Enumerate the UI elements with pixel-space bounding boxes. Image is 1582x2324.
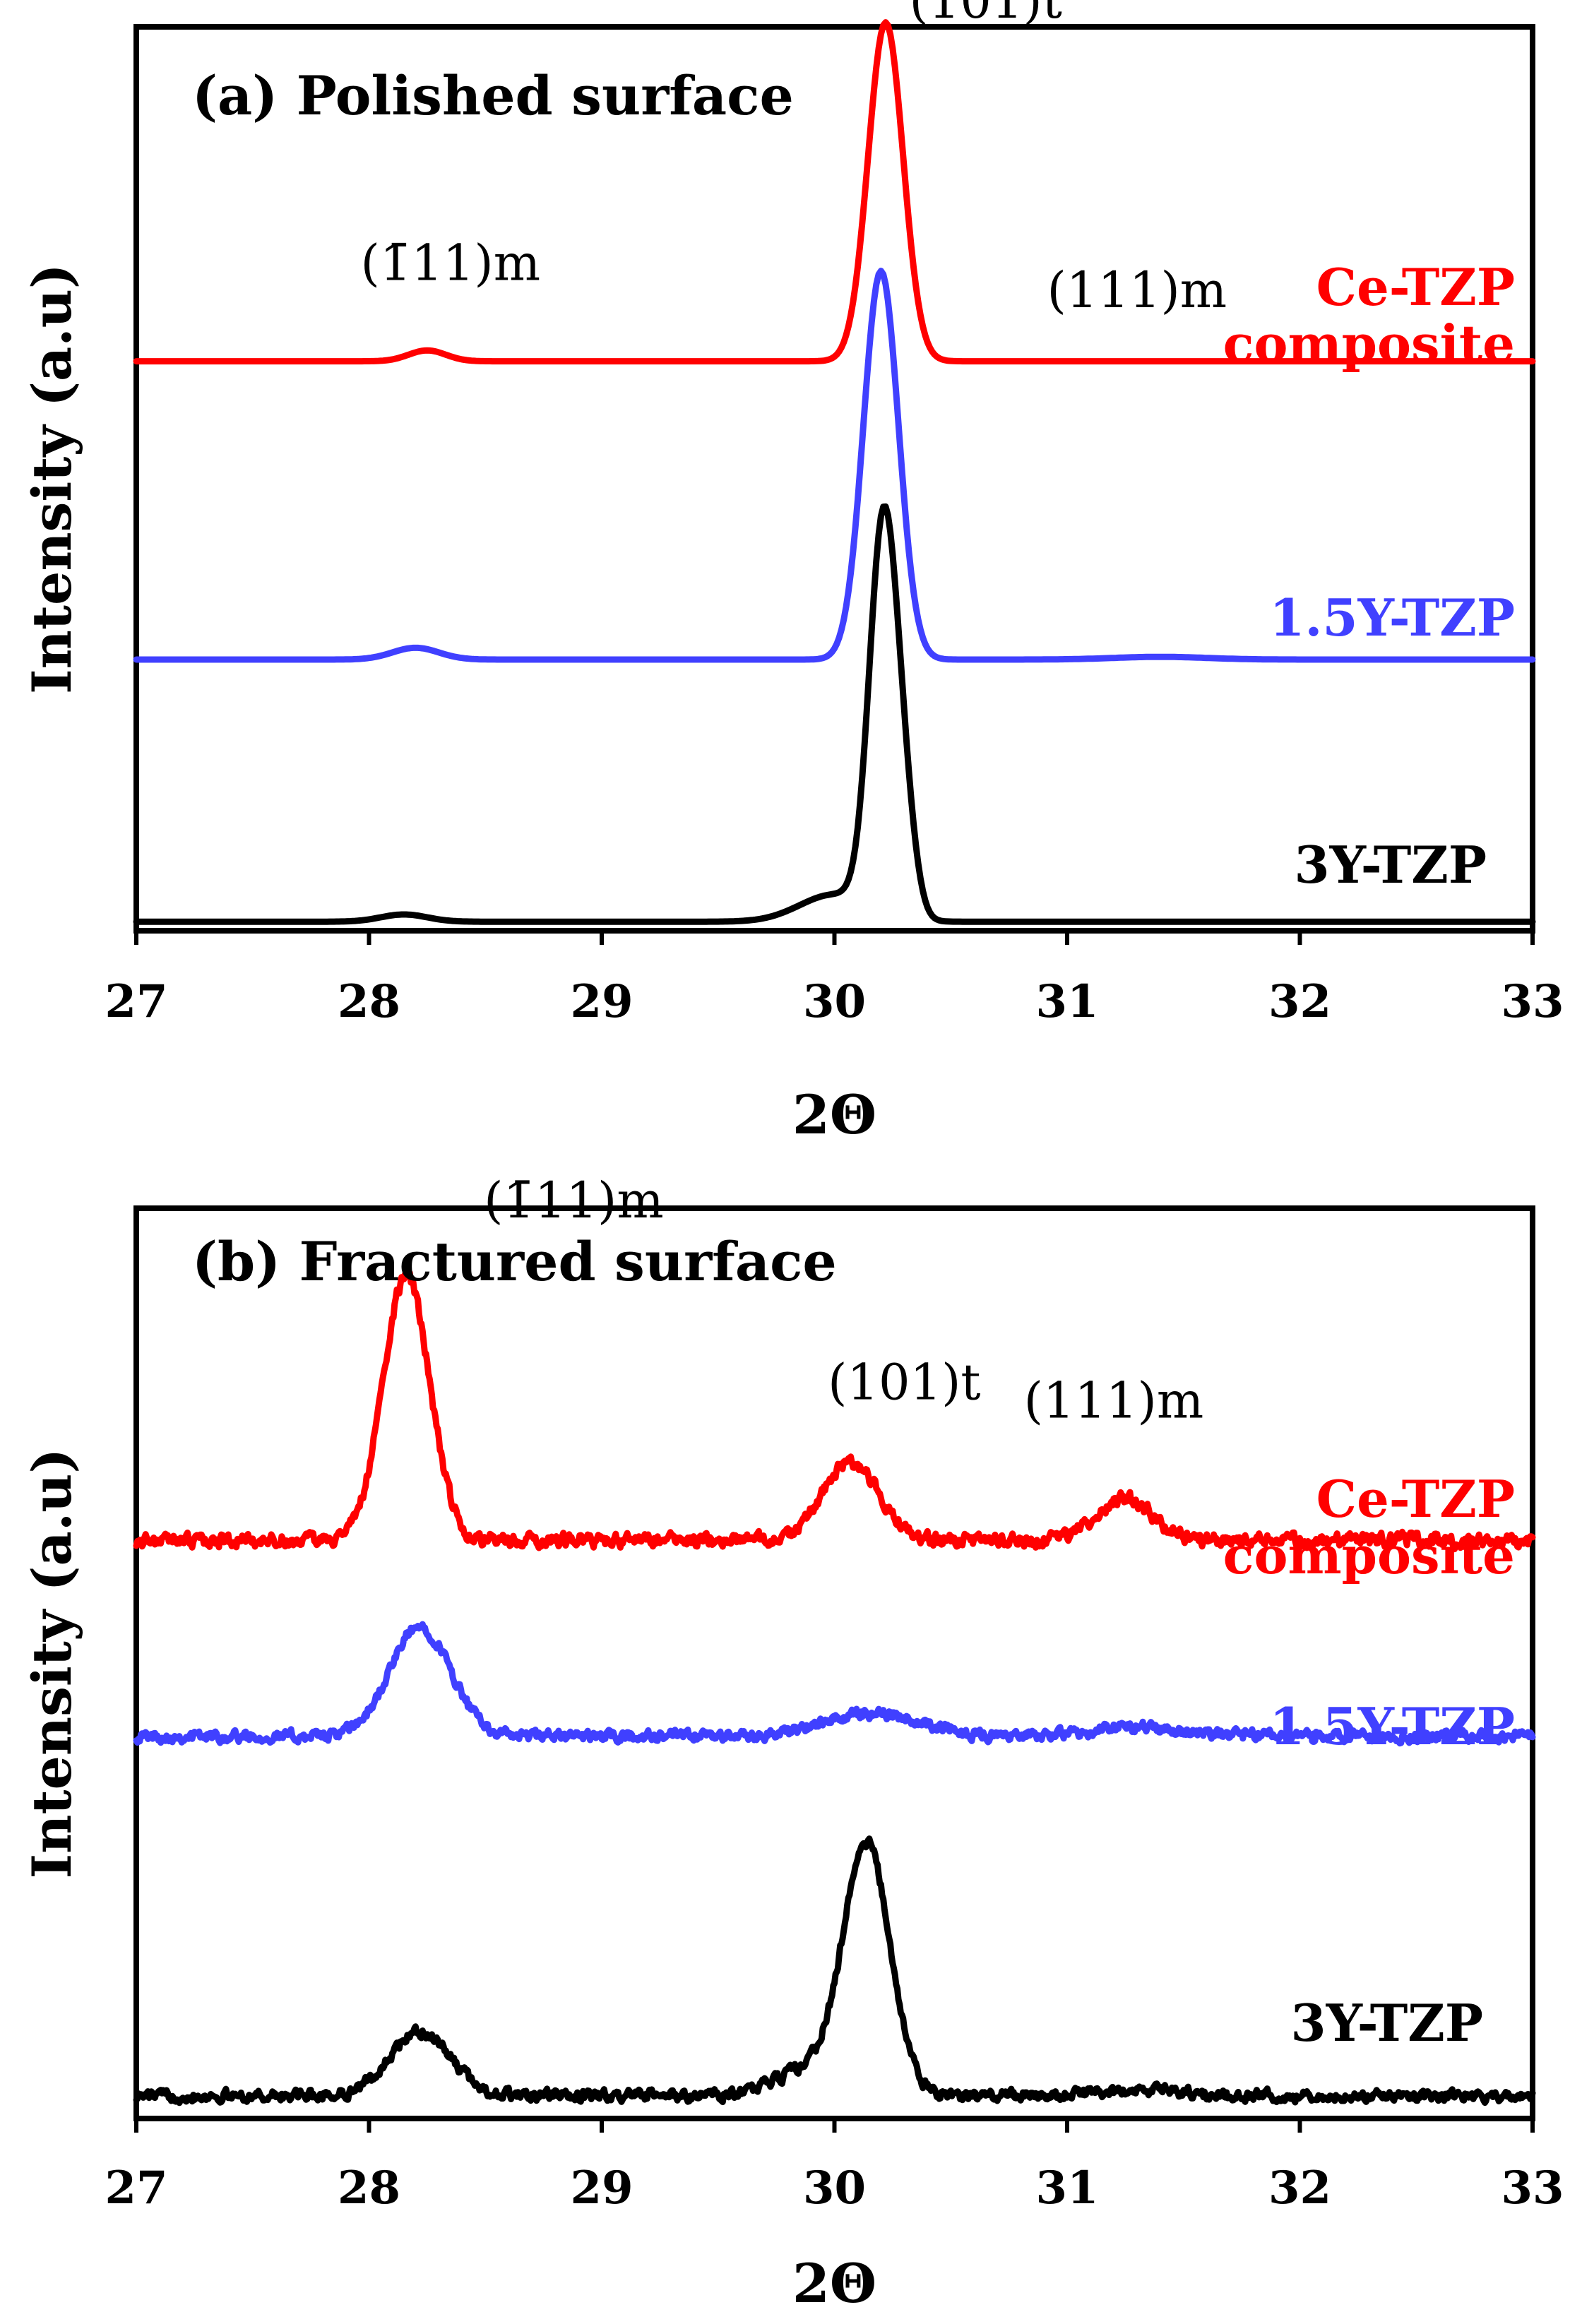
panel-title: (a) Polished surface — [192, 64, 794, 127]
series-label: composite — [1223, 1525, 1515, 1585]
x-tick-label: 29 — [570, 975, 633, 1028]
y-axis-title: Intensity (a.u) — [20, 1448, 83, 1879]
x-tick-label: 33 — [1501, 2162, 1564, 2215]
x-axis-title: 2Θ — [792, 2252, 876, 2315]
y-axis-title: Intensity (a.u) — [20, 263, 83, 694]
x-tick-label: 28 — [338, 975, 400, 1028]
peak-annotation: (111)m — [1047, 261, 1227, 319]
x-tick-label: 33 — [1501, 975, 1564, 1028]
series-label: Ce-TZP — [1316, 257, 1515, 317]
peak-annotation: (111)m — [1024, 1371, 1204, 1429]
x-tick-label: 27 — [105, 975, 167, 1028]
series-line-3y-tzp — [133, 503, 1536, 925]
series-label: 3Y-TZP — [1291, 1993, 1484, 2053]
x-tick-label: 32 — [1268, 2162, 1331, 2215]
panel-title: (b) Fractured surface — [192, 1230, 837, 1293]
series-label: Ce-TZP — [1316, 1469, 1515, 1529]
peak-annotation: (101)t — [828, 1354, 980, 1412]
series-label: 1.5Y-TZP — [1269, 588, 1515, 648]
series-label: 3Y-TZP — [1295, 835, 1487, 895]
peak-annotation: (1̄11)m — [484, 1172, 664, 1229]
series-label: composite — [1223, 314, 1515, 374]
series-line-1-5y-tzp — [133, 268, 1536, 663]
x-axis-title: 2Θ — [792, 1083, 876, 1146]
peak-annotation: (101)t — [909, 0, 1061, 30]
plot-frame — [133, 24, 1535, 934]
x-tick-label: 31 — [1035, 2162, 1098, 2215]
x-tick-label: 30 — [803, 2162, 866, 2215]
series-line-3y-tzp — [133, 1835, 1536, 2107]
series-line-1-5y-tzp — [133, 1621, 1536, 1747]
x-tick-label: 28 — [338, 2162, 400, 2215]
x-tick-label: 29 — [570, 2162, 633, 2215]
peak-annotation: (1̄11)m — [361, 234, 541, 292]
series-label: 1.5Y-TZP — [1269, 1696, 1515, 1756]
x-tick-label: 30 — [803, 975, 866, 1028]
x-tick-label: 27 — [105, 2162, 167, 2215]
series-line-ce-tzp-composite — [133, 1270, 1536, 1553]
x-tick-label: 32 — [1268, 975, 1331, 1028]
x-tick-label: 31 — [1035, 975, 1098, 1028]
series-line-ce-tzp-composite — [133, 19, 1536, 365]
